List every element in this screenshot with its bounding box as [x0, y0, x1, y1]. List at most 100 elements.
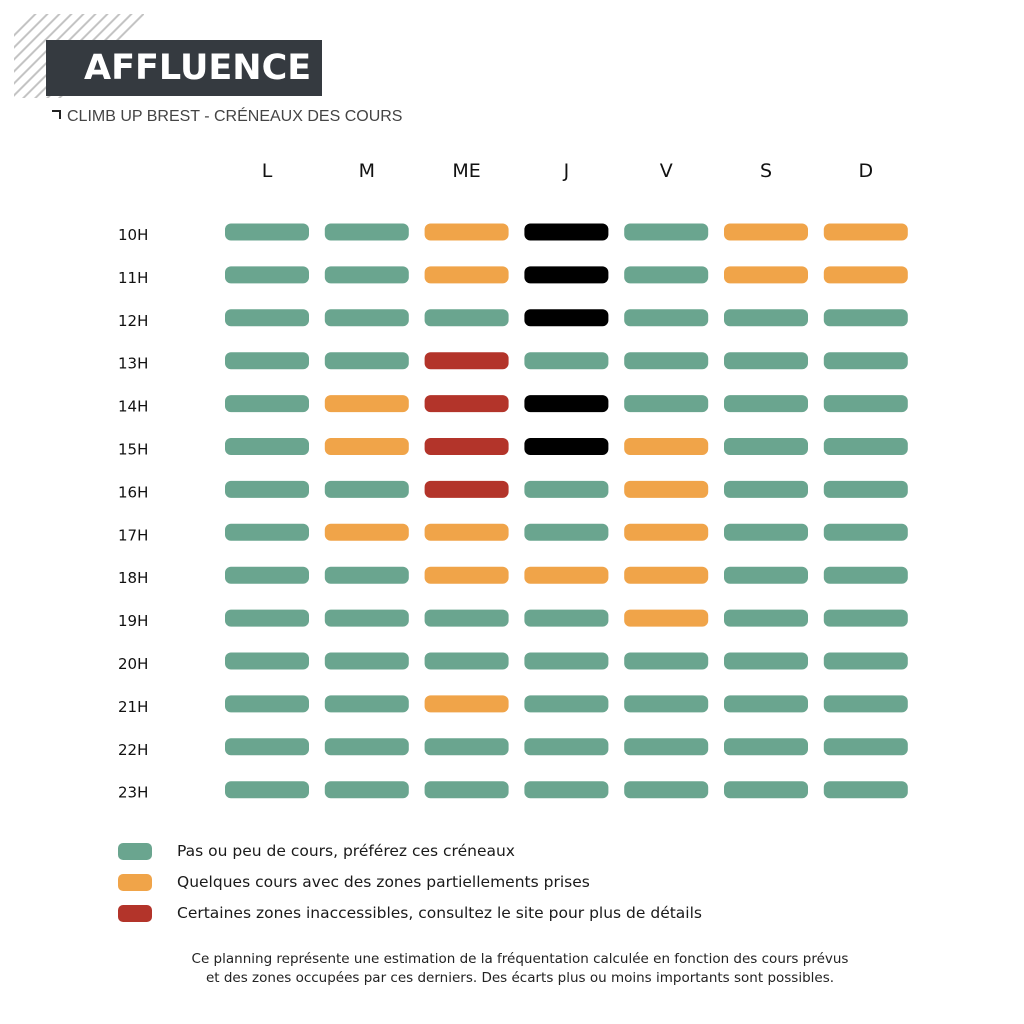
slot-d-20h — [823, 652, 908, 670]
legend-swatch-orange — [118, 873, 152, 891]
slot-s-16h — [724, 480, 808, 498]
slot-v-11h — [624, 266, 709, 284]
day-label-l: L — [262, 160, 273, 182]
slot-l-13h — [225, 352, 309, 370]
slot-m-16h — [324, 480, 409, 498]
slot-m-14h — [324, 395, 409, 413]
slot-j-15h — [524, 438, 609, 455]
slot-me-19h — [424, 609, 509, 627]
hour-label-21h: 21H — [118, 698, 148, 716]
slot-l-20h — [225, 652, 309, 670]
slot-d-12h — [823, 309, 908, 327]
slot-s-14h — [724, 395, 808, 413]
hour-label-17h: 17H — [118, 526, 148, 544]
slot-j-11h — [524, 266, 609, 284]
slot-d-13h — [823, 352, 908, 370]
slot-v-10h — [624, 223, 709, 241]
hour-label-11h: 11H — [118, 269, 148, 287]
day-label-me: ME — [452, 160, 480, 182]
slot-j-16h — [524, 480, 609, 498]
legend-label-green: Pas ou peu de cours, préférez ces crénea… — [177, 842, 515, 860]
slot-v-19h — [624, 609, 709, 627]
slot-v-15h — [624, 438, 709, 455]
slot-m-20h — [324, 652, 409, 670]
slot-s-19h — [724, 609, 808, 627]
slot-d-16h — [823, 480, 908, 498]
slot-j-10h — [524, 223, 609, 241]
heatmap-chart: L M ME J V S D 10H 11H 12H 13H 14H 15H 16H 17H 18H 19H 20… — [118, 160, 908, 802]
slot-s-22h — [724, 738, 808, 756]
legend-item-orange: Quelques cours avec des zones partiellem… — [118, 873, 590, 891]
slot-v-22h — [624, 738, 709, 756]
title-banner: AFFLUENCE — [46, 40, 322, 96]
legend-label-red: Certaines zones inaccessibles, consultez… — [177, 904, 702, 922]
slot-l-11h — [225, 266, 309, 284]
slot-l-16h — [225, 480, 309, 498]
slot-s-10h — [724, 223, 808, 241]
slot-l-22h — [225, 738, 309, 756]
hour-label-20h: 20H — [118, 655, 148, 673]
slot-s-11h — [724, 266, 808, 284]
slot-s-23h — [724, 781, 808, 799]
slot-s-13h — [724, 352, 808, 370]
slot-me-11h — [424, 266, 509, 284]
slot-d-11h — [823, 266, 908, 284]
slot-m-23h — [324, 781, 409, 799]
slot-j-20h — [524, 652, 609, 670]
page-title: AFFLUENCE — [84, 48, 312, 88]
hour-label-16h: 16H — [118, 483, 148, 501]
slot-j-19h — [524, 609, 609, 627]
slot-d-15h — [823, 438, 908, 455]
hour-label-19h: 19H — [118, 612, 148, 630]
slot-m-13h — [324, 352, 409, 370]
slot-me-18h — [424, 566, 509, 584]
slot-j-14h — [524, 395, 609, 413]
slot-m-22h — [324, 738, 409, 756]
slot-s-18h — [724, 566, 808, 584]
slot-d-19h — [823, 609, 908, 627]
slot-me-14h — [424, 395, 509, 413]
corner-arrow-icon — [52, 109, 61, 119]
day-label-v: V — [660, 160, 673, 182]
slot-l-19h — [225, 609, 309, 627]
legend-item-red: Certaines zones inaccessibles, consultez… — [118, 904, 702, 922]
legend-item-green: Pas ou peu de cours, préférez ces crénea… — [118, 842, 515, 860]
hour-label-15h: 15H — [118, 441, 148, 459]
hour-label-12h: 12H — [118, 312, 148, 330]
slot-me-15h — [424, 438, 509, 455]
legend-label-orange: Quelques cours avec des zones partiellem… — [177, 873, 590, 891]
subtitle-text: CLIMB UP BREST - CRÉNEAUX DES COURS — [67, 108, 403, 125]
slot-j-22h — [524, 738, 609, 756]
slot-me-12h — [424, 309, 509, 327]
slot-d-21h — [823, 695, 908, 713]
legend-swatch-red — [118, 904, 152, 922]
slot-s-17h — [724, 523, 808, 541]
slot-d-17h — [823, 523, 908, 541]
slot-l-18h — [225, 566, 309, 584]
slot-l-10h — [225, 223, 309, 241]
slot-me-20h — [424, 652, 509, 670]
slot-m-15h — [324, 438, 409, 455]
slot-m-21h — [324, 695, 409, 713]
hour-label-23h: 23H — [118, 784, 148, 802]
legend-swatch-green — [118, 842, 152, 860]
slot-m-18h — [324, 566, 409, 584]
slot-v-14h — [624, 395, 709, 413]
day-label-s: S — [760, 160, 772, 182]
disclaimer-note: Ce planning représente une estimation de… — [150, 950, 890, 988]
slot-me-13h — [424, 352, 509, 370]
slot-l-21h — [225, 695, 309, 713]
slot-me-10h — [424, 223, 509, 241]
slot-l-17h — [225, 523, 309, 541]
slot-m-11h — [324, 266, 409, 284]
hour-label-14h: 14H — [118, 398, 148, 416]
slot-s-15h — [724, 438, 808, 455]
slot-j-12h — [524, 309, 609, 327]
slot-me-21h — [424, 695, 509, 713]
slot-v-21h — [624, 695, 709, 713]
slot-m-17h — [324, 523, 409, 541]
slot-s-12h — [724, 309, 808, 327]
slot-d-22h — [823, 738, 908, 756]
slot-j-13h — [524, 352, 609, 370]
note-line-1: Ce planning représente une estimation de… — [191, 951, 849, 967]
